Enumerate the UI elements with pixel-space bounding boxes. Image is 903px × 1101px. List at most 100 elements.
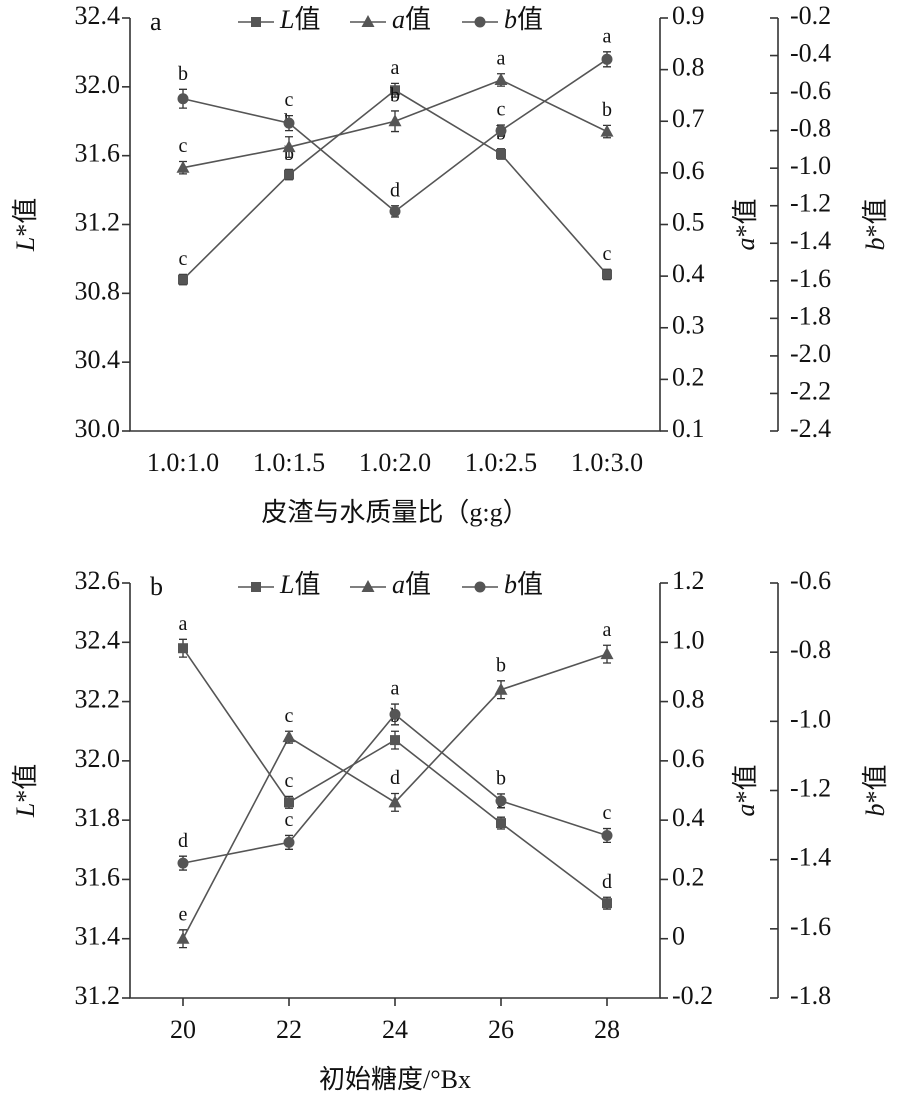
marker	[251, 17, 261, 27]
tick-label: 31.2	[75, 981, 121, 1010]
significance-letter: c	[285, 705, 294, 727]
tick-label: 0.7	[672, 104, 705, 133]
tick-label: 0.2	[672, 862, 705, 891]
marker	[602, 898, 612, 909]
tick-label: -2.0	[790, 339, 831, 368]
axis-label: a*值	[731, 198, 760, 250]
tick-label: -1.2	[790, 189, 831, 218]
significance-letter: e	[179, 903, 188, 925]
significance-letter: c	[285, 770, 294, 792]
tick-label: -1.8	[790, 301, 831, 330]
marker	[178, 274, 188, 285]
tick-label: 0.2	[672, 362, 705, 391]
marker	[251, 582, 261, 592]
tick-label: -1.4	[790, 843, 831, 872]
marker	[284, 797, 294, 808]
marker	[390, 735, 400, 746]
tick-label: 32.0	[75, 744, 121, 773]
tick-label: -2.4	[790, 414, 831, 443]
marker	[494, 72, 508, 85]
marker	[361, 15, 375, 27]
significance-letter: d	[390, 179, 400, 201]
significance-letter: c	[603, 802, 612, 824]
marker	[495, 795, 507, 807]
tick-label: 0.1	[672, 414, 705, 443]
significance-letter: d	[178, 830, 188, 852]
legend-label: L值	[279, 5, 320, 34]
marker	[601, 53, 613, 65]
axis-label: a*值	[731, 764, 760, 816]
x-tick-label: 26	[488, 1015, 514, 1044]
marker	[388, 114, 402, 127]
tick-label: 0.4	[672, 259, 705, 288]
tick-label: -0.8	[790, 635, 831, 664]
tick-label: 31.2	[75, 207, 121, 236]
tick-label: 0.9	[672, 1, 705, 30]
tick-label: 31.6	[75, 862, 121, 891]
tick-label: -2.2	[790, 376, 831, 405]
significance-letter: b	[390, 85, 400, 107]
marker	[282, 140, 296, 153]
tick-label: 0.3	[672, 311, 705, 340]
tick-label: 31.6	[75, 139, 121, 168]
axis-line	[129, 18, 661, 432]
legend-label: a值	[392, 570, 431, 599]
significance-letter: d	[390, 767, 400, 789]
tick-label: -0.6	[790, 566, 831, 595]
tick-label: 0.6	[672, 156, 705, 185]
tick-label: -0.6	[790, 76, 831, 105]
tick-label: 1.2	[672, 566, 705, 595]
significance-letter: c	[603, 243, 612, 265]
tick-label: -1.2	[790, 773, 831, 802]
tick-label: 30.0	[75, 414, 121, 443]
tick-label: -1.0	[790, 704, 831, 733]
marker	[176, 160, 190, 173]
significance-letter: a	[179, 613, 188, 635]
marker	[602, 269, 612, 280]
tick-label: 31.8	[75, 803, 121, 832]
x-tick-label: 24	[382, 1015, 408, 1044]
tick-label: 0.5	[672, 207, 705, 236]
marker	[388, 795, 402, 808]
marker	[389, 708, 401, 720]
significance-letter: c	[497, 99, 506, 121]
tick-label: 30.4	[75, 345, 121, 374]
tick-label: 0.8	[672, 685, 705, 714]
tick-label: 32.4	[75, 1, 121, 30]
marker	[600, 124, 614, 137]
tick-label: 0.8	[672, 53, 705, 82]
panel-label: a	[150, 7, 162, 36]
x-tick-label: 20	[170, 1015, 196, 1044]
significance-letter: b	[496, 768, 506, 790]
marker	[282, 730, 296, 743]
marker	[474, 581, 486, 593]
axis-label: b*值	[861, 764, 890, 816]
marker	[600, 647, 614, 660]
significance-letter: a	[603, 619, 612, 641]
marker	[390, 85, 400, 96]
tick-label: -1.8	[790, 981, 831, 1010]
x-tick-label: 22	[276, 1015, 302, 1044]
significance-letter: d	[602, 871, 612, 893]
significance-letter: a	[497, 47, 506, 69]
axis-line	[129, 583, 661, 999]
x-tick-label: 1.0:1.5	[253, 448, 325, 477]
tick-label: -0.4	[790, 39, 831, 68]
significance-letter: b	[178, 63, 188, 85]
marker	[361, 580, 375, 592]
tick-label: 32.0	[75, 70, 121, 99]
significance-letter: b	[496, 654, 506, 676]
axis-label: L*值	[11, 764, 40, 818]
marker	[474, 16, 486, 28]
marker	[178, 643, 188, 654]
tick-label: 0.4	[672, 803, 705, 832]
marker	[283, 117, 295, 129]
significance-letter: c	[285, 809, 294, 831]
marker	[496, 818, 506, 829]
x-axis-label: 初始糖度/°Bx	[319, 1065, 471, 1094]
marker	[284, 169, 294, 180]
tick-label: 1.0	[672, 625, 705, 654]
axis-label: b*值	[861, 198, 890, 250]
legend-label: L值	[279, 570, 320, 599]
tick-label: -1.4	[790, 226, 831, 255]
